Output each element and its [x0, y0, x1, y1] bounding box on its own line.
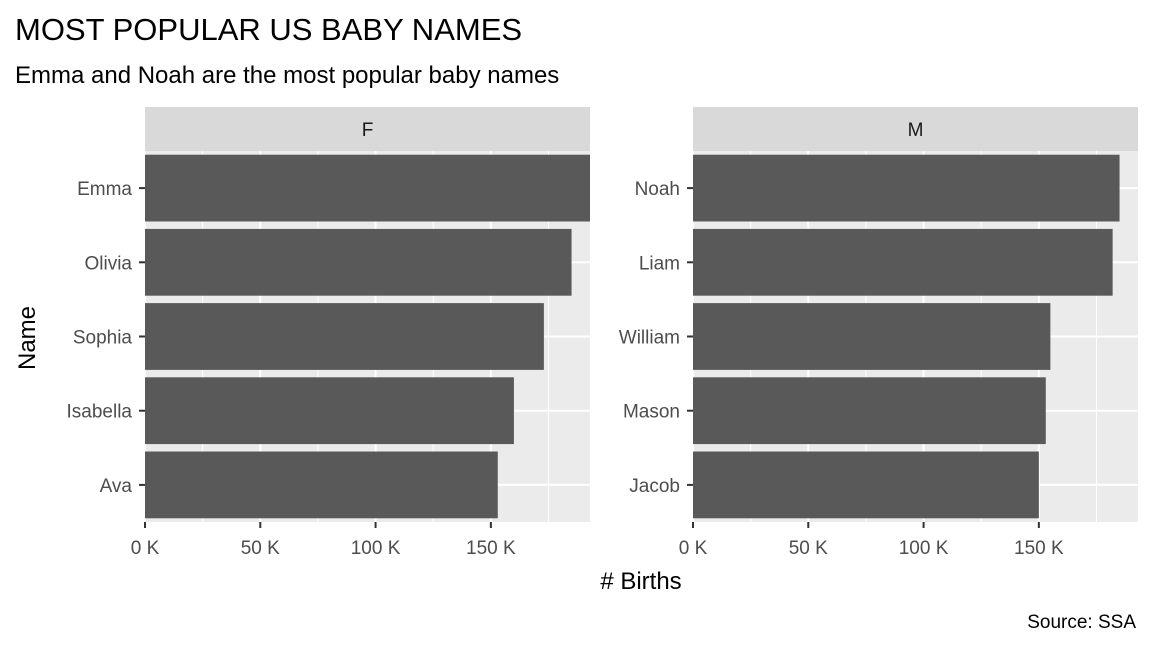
x-tick-label: 0 K [679, 538, 708, 559]
x-tick-label: 100 K [351, 538, 401, 559]
bar-isabella [145, 377, 514, 445]
bar-ava [145, 451, 498, 519]
y-tick-label: Noah [635, 179, 680, 200]
y-tick-label: Olivia [84, 253, 132, 274]
y-tick-label: William [619, 328, 680, 349]
bar-sophia [145, 303, 544, 370]
bar-jacob [693, 451, 1039, 519]
y-axis-title: Name [14, 306, 41, 370]
bar-liam [693, 228, 1113, 296]
x-axis-title: # Births [600, 568, 681, 595]
x-tick-label: 0 K [131, 538, 160, 559]
bar-noah [693, 154, 1120, 222]
facet-panel-m: M Noah Liam William Mason Jacob 0 K 50 K 100 K 15… [619, 107, 1138, 559]
x-tick-label: 150 K [466, 538, 516, 559]
y-tick-label: Emma [77, 179, 132, 200]
facet-strip [693, 107, 1138, 151]
y-tick-label: Liam [639, 253, 680, 274]
y-tick-label: Mason [623, 402, 680, 423]
bar-william [693, 303, 1051, 370]
bar-mason [693, 377, 1046, 445]
facet-strip [145, 107, 590, 151]
x-tick-label: 100 K [899, 538, 949, 559]
chart-caption: Source: SSA [1027, 612, 1136, 633]
x-tick-label: 150 K [1014, 538, 1064, 559]
facet-strip-label: M [908, 120, 924, 141]
facet-panel-f: F Emma Olivia Sophia Isabella Ava 0 K 50 K 100 K… [67, 107, 590, 559]
facet-strip-label: F [362, 120, 374, 141]
y-tick-label: Isabella [67, 402, 133, 423]
chart-subtitle: Emma and Noah are the most popular baby … [15, 62, 559, 89]
x-tick-label: 50 K [789, 538, 828, 559]
y-tick-label: Jacob [629, 476, 680, 497]
bar-emma [145, 154, 590, 222]
bar-olivia [145, 228, 572, 296]
x-tick-label: 50 K [241, 538, 280, 559]
chart-title: MOST POPULAR US BABY NAMES [15, 12, 522, 47]
y-tick-label: Ava [100, 476, 133, 497]
y-tick-label: Sophia [73, 328, 133, 349]
facet-panels: F Emma Olivia Sophia Isabella Ava 0 K 50 K 100 K… [67, 107, 1138, 559]
